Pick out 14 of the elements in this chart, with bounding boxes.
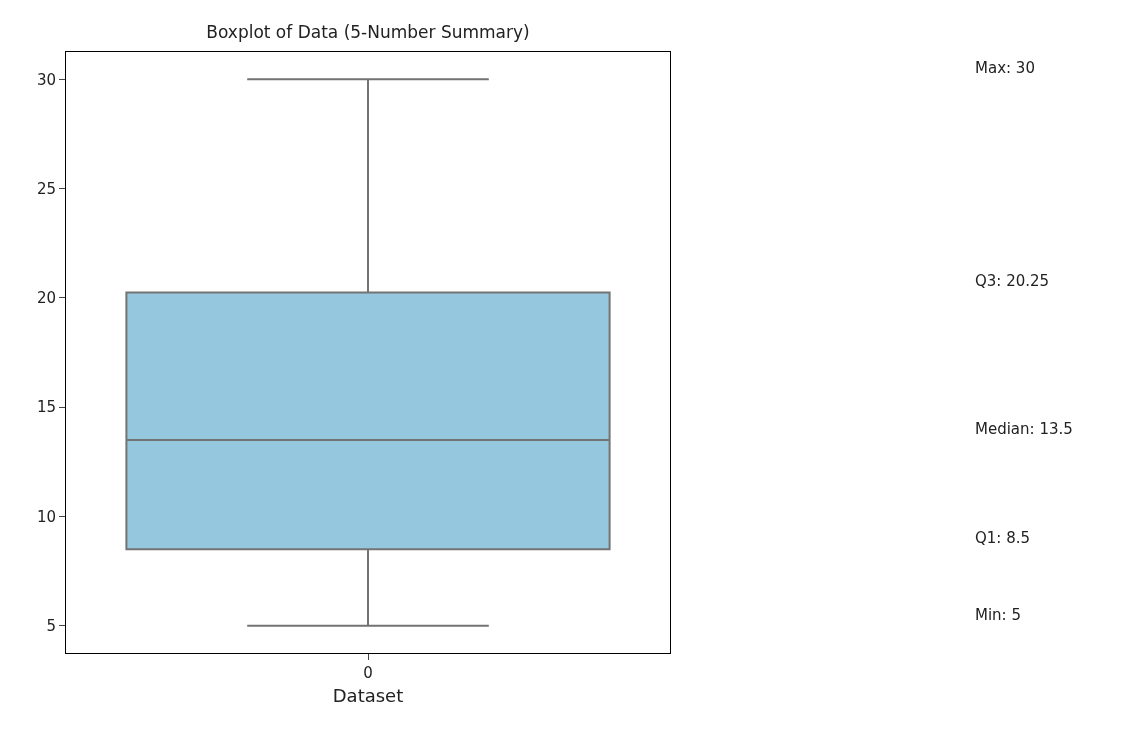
text: Median: 13.5: [975, 420, 1073, 438]
text: Q1: 8.5: [975, 529, 1031, 547]
text: Max: 30: [975, 59, 1035, 77]
x-axis-title: Dataset: [332, 685, 404, 707]
y-tick-label: 15: [36, 398, 56, 417]
x-tick-label: 0: [363, 664, 373, 682]
text: Q3: 20.25: [975, 272, 1050, 290]
y-tick-label: 30: [36, 70, 56, 89]
y-tick-label: 20: [36, 289, 56, 308]
text: Min: 5: [975, 606, 1021, 624]
y-tick-label: 5: [46, 616, 56, 635]
y-tick-label: 25: [36, 179, 56, 198]
y-tick-label: 10: [36, 507, 56, 526]
chart-title: Boxplot of Data (5-Number Summary): [206, 21, 530, 42]
